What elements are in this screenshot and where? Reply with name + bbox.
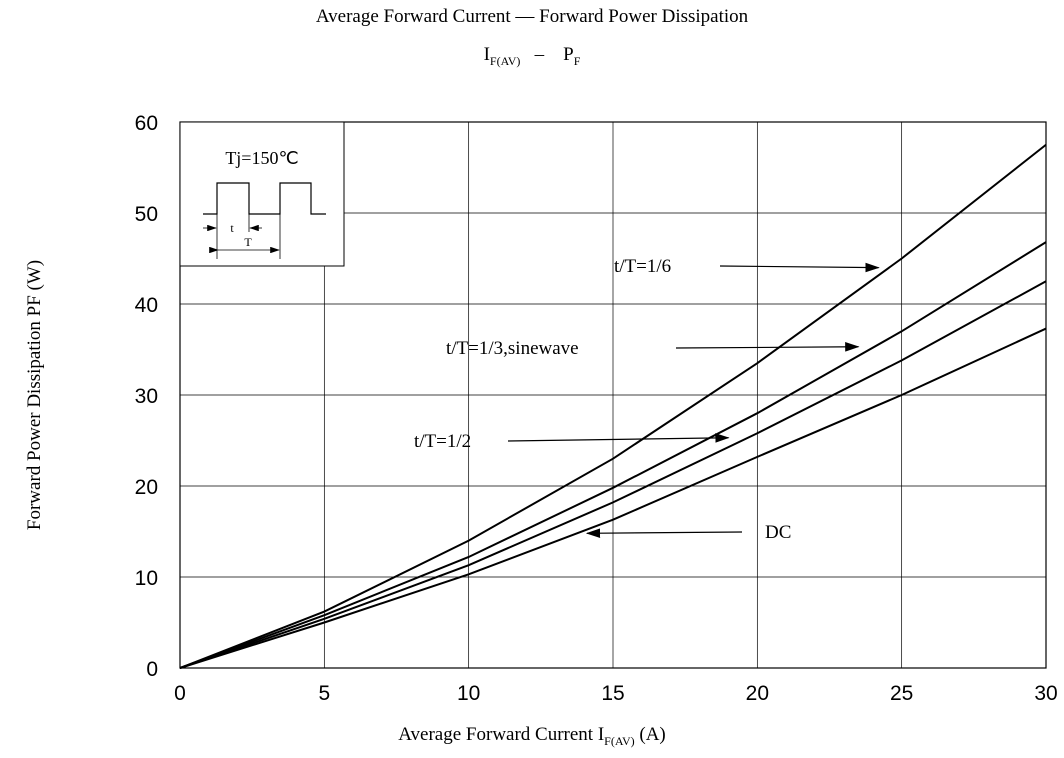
plot-area bbox=[179, 121, 1047, 669]
series-line-3 bbox=[179, 327, 1047, 669]
subtitle-i: I bbox=[483, 44, 490, 65]
annotation-arrow-1 bbox=[675, 342, 860, 352]
subtitle-sep: – bbox=[534, 44, 545, 65]
chart-subtitle: IF(AV) – PF bbox=[0, 44, 1064, 69]
x-axis-label-suffix: (A) bbox=[634, 724, 666, 745]
x-tick-label: 0 bbox=[174, 682, 186, 705]
series-line-1 bbox=[179, 241, 1047, 669]
subtitle-i-sub: F(AV) bbox=[489, 53, 521, 68]
inset-label: Tj=150℃ bbox=[225, 148, 298, 168]
subtitle-p-sub: F bbox=[573, 53, 581, 68]
y-tick-label: 50 bbox=[135, 203, 158, 226]
x-axis-label: Average Forward Current IF(AV) (A) bbox=[0, 724, 1064, 749]
series-line-2 bbox=[179, 280, 1047, 669]
x-tick-label: 5 bbox=[318, 682, 330, 705]
annotation-arrow-3 bbox=[585, 528, 743, 539]
annotation-arrow-0 bbox=[719, 262, 880, 273]
x-axis-label-prefix: Average Forward Current I bbox=[398, 724, 605, 745]
y-tick-label: 10 bbox=[135, 567, 158, 590]
annotation-label-3: DC bbox=[765, 522, 791, 543]
series-lines bbox=[179, 143, 1047, 669]
inset-t-label: t bbox=[230, 221, 234, 235]
tick-labels: 0 5 10 15 20 25 30 0 10 20 30 40 50 60 bbox=[135, 112, 1058, 705]
x-tick-label: 30 bbox=[1034, 682, 1057, 705]
annotation-arrow-2 bbox=[507, 433, 730, 443]
y-tick-label: 0 bbox=[146, 658, 158, 681]
x-axis-label-sub: F(AV) bbox=[604, 733, 635, 748]
y-tick-label: 60 bbox=[135, 112, 158, 135]
chart-title: Average Forward Current — Forward Power … bbox=[315, 6, 749, 27]
x-tick-label: 20 bbox=[746, 682, 769, 705]
subtitle-p: P bbox=[563, 44, 574, 65]
y-tick-label: 40 bbox=[135, 294, 158, 317]
inset-period-label: T bbox=[244, 235, 252, 249]
inset-box: Tj=150℃ t T bbox=[179, 121, 345, 267]
y-tick-label: 30 bbox=[135, 385, 158, 408]
annotations: t/T=1/6 t/T=1/3,sinewave t/T=1/2 DC bbox=[414, 256, 880, 543]
x-tick-label: 10 bbox=[457, 682, 480, 705]
x-tick-label: 15 bbox=[601, 682, 624, 705]
x-tick-label: 25 bbox=[890, 682, 913, 705]
y-tick-label: 20 bbox=[135, 476, 158, 499]
annotation-label-0: t/T=1/6 bbox=[614, 256, 671, 277]
inset-pulse-waveform bbox=[203, 182, 326, 215]
annotation-label-1: t/T=1/3,sinewave bbox=[446, 338, 579, 359]
series-line-0 bbox=[179, 143, 1047, 669]
y-axis-label: Forward Power Dissipation PF (W) bbox=[24, 260, 45, 530]
annotation-label-2: t/T=1/2 bbox=[414, 431, 471, 452]
